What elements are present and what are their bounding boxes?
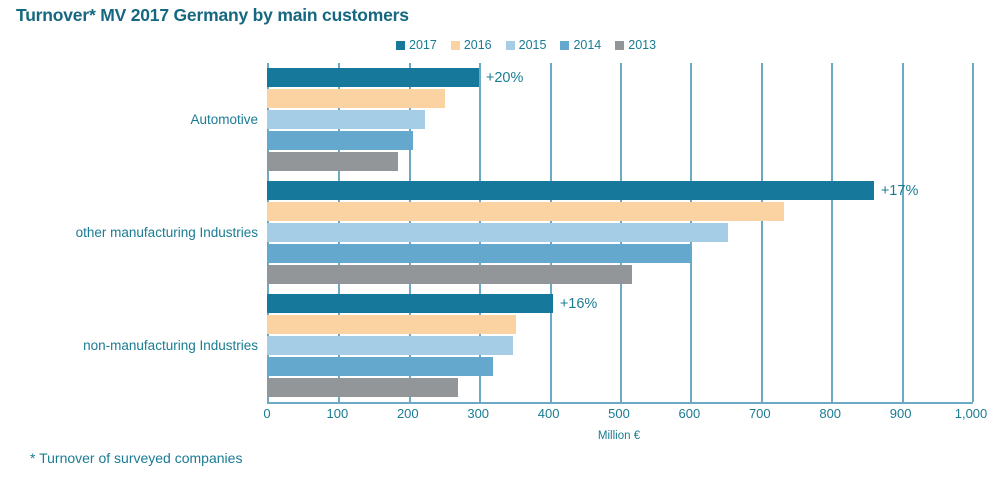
x-tick-label: 0 <box>263 406 271 421</box>
category-label-2: other manufacturing Industries <box>75 224 258 240</box>
legend-swatch-icon <box>615 40 625 50</box>
legend-item-2016[interactable]: 2016 <box>450 38 492 52</box>
legend-item-2017[interactable]: 2017 <box>396 38 437 52</box>
bar-2017-1[interactable] <box>267 68 479 87</box>
x-tick-label: 600 <box>678 406 701 421</box>
bar-row <box>267 265 971 284</box>
bar-2017-3[interactable] <box>267 294 553 313</box>
x-axis-title: Million € <box>597 430 641 442</box>
bar-row <box>267 131 971 150</box>
legend-label: 2014 <box>573 38 602 52</box>
bar-2016-2[interactable] <box>267 202 784 221</box>
gridline-800 <box>831 63 834 402</box>
bar-row <box>267 244 971 263</box>
x-tick-label: 700 <box>748 406 771 421</box>
bar-row <box>267 336 971 355</box>
footnote: * Turnover of surveyed companies <box>30 450 243 466</box>
bar-row <box>267 89 971 108</box>
bar-row <box>267 315 971 334</box>
page-title: Turnover* MV 2017 Germany by main custom… <box>16 5 409 25</box>
x-axis: 0 100 200 300 400 500 600 700 800 900 1,000 <box>263 406 987 426</box>
bar-group-2: +17% <box>267 181 971 286</box>
bar-2015-1[interactable] <box>267 110 425 129</box>
category-axis: Automotive other manufacturing Industries… <box>0 63 267 402</box>
bar-group-3: +16% <box>267 294 971 399</box>
legend-swatch-icon <box>396 40 405 50</box>
legend-swatch-icon <box>505 40 515 50</box>
category-label-1: Automotive <box>190 111 258 127</box>
legend-item-2015[interactable]: 2015 <box>505 38 547 52</box>
bar-2014-1[interactable] <box>267 131 413 150</box>
x-tick-label: 100 <box>326 406 349 421</box>
gridline-1,000 <box>972 63 974 402</box>
x-tick-label: 800 <box>819 406 842 421</box>
bar-row <box>267 378 971 397</box>
bar-2013-2[interactable] <box>267 265 632 284</box>
legend-item-2014[interactable]: 2014 <box>560 38 601 52</box>
bar-2014-2[interactable] <box>267 244 693 263</box>
bar-row <box>267 223 971 242</box>
bar-row: +20% <box>267 68 971 87</box>
x-tick-label: 200 <box>396 406 419 421</box>
bars-layer: +20% +17% +16% <box>267 63 971 402</box>
x-tick-label: 1,000 <box>954 406 988 421</box>
gridline-900 <box>901 63 904 402</box>
bar-row <box>267 110 971 129</box>
legend-swatch-icon <box>450 40 460 50</box>
bar-row: +17% <box>267 181 971 200</box>
x-tick-label: 500 <box>608 406 630 421</box>
category-label-3: non-manufacturing Industries <box>83 337 258 353</box>
legend-label: 2017 <box>409 38 437 52</box>
legend-item-2013[interactable]: 2013 <box>615 38 656 52</box>
bar-2015-2[interactable] <box>267 223 729 242</box>
bar-row <box>267 357 971 376</box>
x-tick-label: 300 <box>467 406 490 421</box>
bar-group-1: +20% <box>267 68 971 173</box>
bar-2017-2[interactable] <box>267 181 874 200</box>
chart-legend: 2017 2016 2015 2014 2013 <box>396 38 656 52</box>
bar-annotation: +17% <box>880 182 919 199</box>
legend-label: 2015 <box>518 38 547 52</box>
bar-row <box>267 152 971 171</box>
legend-swatch-icon <box>560 40 570 50</box>
bar-2014-3[interactable] <box>267 357 493 376</box>
bar-2016-3[interactable] <box>267 315 517 334</box>
bar-annotation: +20% <box>485 69 524 86</box>
bar-2013-3[interactable] <box>267 378 458 397</box>
bar-2016-1[interactable] <box>267 89 446 108</box>
bar-2015-3[interactable] <box>267 336 513 355</box>
legend-label: 2013 <box>628 38 657 52</box>
bar-row: +16% <box>267 294 971 313</box>
x-tick-label: 400 <box>537 406 560 421</box>
x-tick-label: 900 <box>889 406 912 421</box>
bar-2013-1[interactable] <box>267 152 398 171</box>
gridline-700 <box>760 63 763 402</box>
bar-row <box>267 202 971 221</box>
legend-label: 2016 <box>463 38 492 52</box>
bar-annotation: +16% <box>559 295 598 312</box>
